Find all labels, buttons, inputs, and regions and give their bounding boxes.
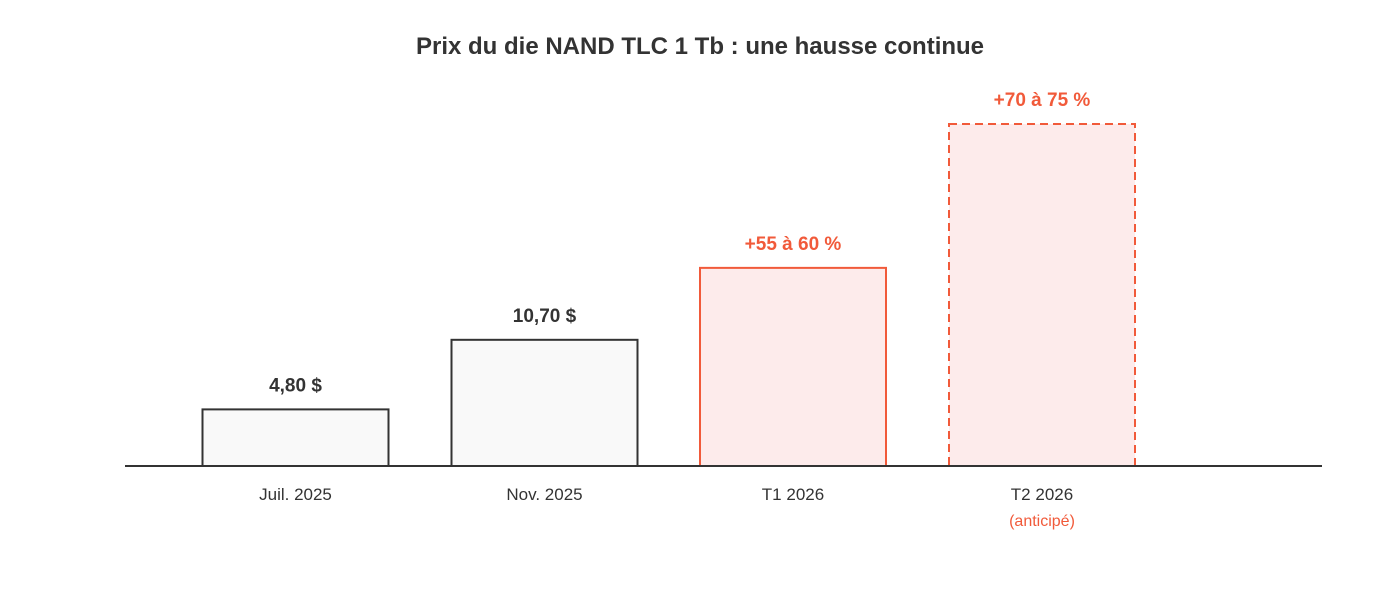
chart-title: Prix du die NAND TLC 1 Tb : une hausse c…	[416, 33, 984, 60]
bar-value-label-1: 4,80 $	[269, 375, 322, 396]
bars-group: 4,80 $ Juil. 2025 10,70 $ Nov. 2025 +55 à 60…	[201, 90, 1136, 530]
bar-value-label-4: +70 à 75 %	[994, 90, 1091, 111]
bar-3	[699, 266, 887, 467]
bar-4	[948, 123, 1136, 467]
x-tick-label-3: T1 2026	[762, 485, 824, 504]
x-tick-label-4: T2 2026	[1011, 485, 1073, 504]
bar-2	[450, 338, 639, 467]
x-tick-label-1: Juil. 2025	[259, 485, 332, 504]
bar-value-label-2: 10,70 $	[513, 306, 577, 327]
bar-1	[201, 408, 390, 467]
bar-value-label-3: +55 à 60 %	[745, 234, 842, 255]
x-tick-note-4: (anticipé)	[1009, 513, 1075, 530]
x-tick-label-2: Nov. 2025	[506, 485, 582, 504]
